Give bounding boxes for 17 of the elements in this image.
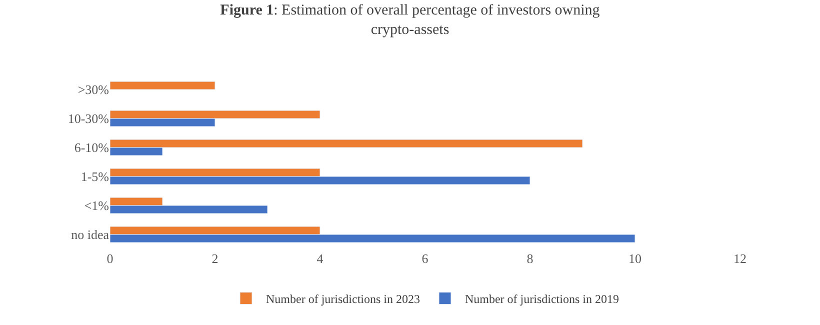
legend-label: Number of jurisdictions in 2019 bbox=[464, 292, 619, 306]
y-tick-label: 6-10% bbox=[74, 140, 110, 156]
x-tick-label: 8 bbox=[526, 251, 534, 266]
x-tick-label: 4 bbox=[316, 251, 324, 266]
x-tick-label: 10 bbox=[628, 251, 642, 266]
y-tick-label: 1-5% bbox=[80, 169, 110, 184]
y-tick-label: >30% bbox=[78, 82, 110, 98]
x-tick-label: 2 bbox=[212, 251, 218, 266]
bar bbox=[110, 81, 216, 90]
y-tick-label: 10-30% bbox=[68, 111, 110, 126]
legend-label: Number of jurisdictions in 2023 bbox=[266, 292, 420, 306]
x-tick-label: 6 bbox=[422, 251, 429, 266]
x-tick-label: 12 bbox=[734, 251, 746, 266]
y-tick-label: <1% bbox=[84, 198, 110, 214]
chart-title: Figure 1: Estimation of overall percentage of investors owning crypto-assets bbox=[220, 2, 600, 38]
y-tick-label: no idea bbox=[71, 227, 110, 242]
x-tick-label: 0 bbox=[106, 251, 114, 266]
